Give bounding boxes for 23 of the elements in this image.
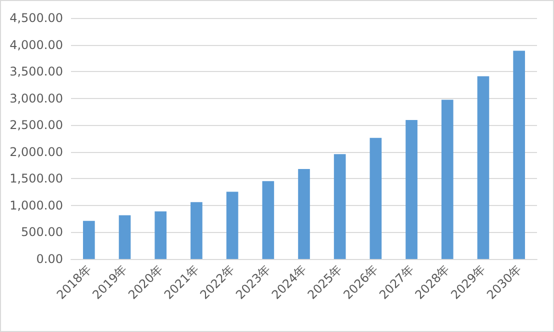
bar	[477, 76, 490, 259]
bar	[370, 138, 382, 259]
y-tick-label: 2,500.00	[10, 118, 63, 132]
y-tick-label: 3,000.00	[10, 91, 63, 106]
y-tick-label: 500.00	[21, 225, 63, 240]
bar	[226, 192, 238, 259]
y-tick-label: 3,500.00	[10, 64, 63, 79]
y-tick-label: 0.00	[36, 252, 63, 266]
y-tick-label: 1,000.00	[10, 198, 63, 212]
y-tick-label: 4,000.00	[10, 38, 63, 52]
bar	[190, 202, 202, 259]
bar	[262, 181, 274, 259]
bar	[441, 100, 454, 259]
bar	[83, 220, 95, 259]
bar	[513, 50, 525, 259]
y-tick-label: 1,500.00	[10, 172, 63, 186]
y-tick-label: 2,000.00	[10, 144, 63, 159]
bar	[118, 215, 131, 259]
bar	[406, 120, 418, 259]
bar	[298, 168, 310, 259]
y-tick-label: 4,500.00	[10, 11, 63, 25]
bar	[154, 211, 167, 259]
bar	[334, 154, 346, 259]
